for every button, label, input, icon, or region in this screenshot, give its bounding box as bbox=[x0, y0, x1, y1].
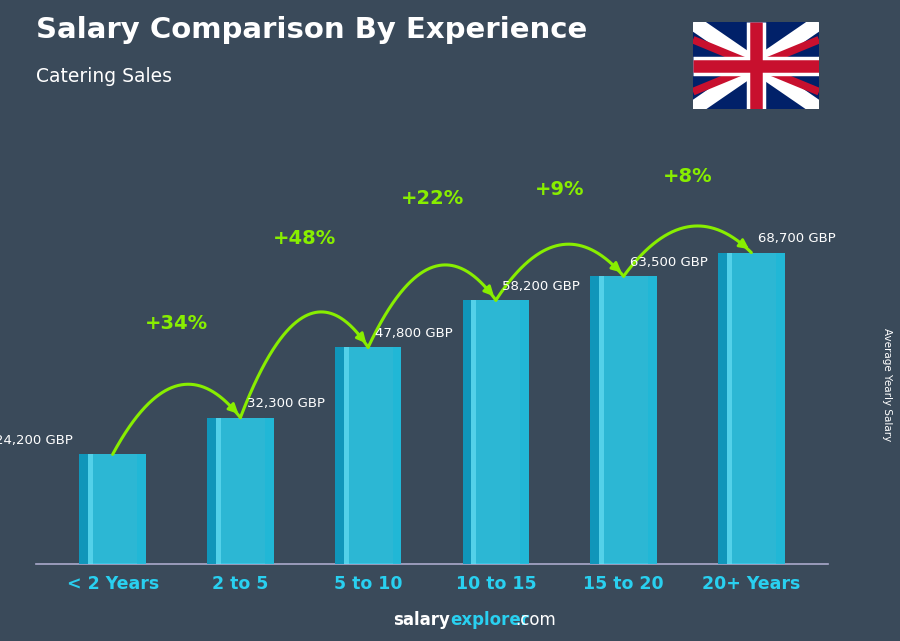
Text: +9%: +9% bbox=[535, 180, 584, 199]
Text: 68,700 GBP: 68,700 GBP bbox=[758, 232, 835, 245]
Bar bbox=[335, 347, 401, 564]
Bar bbox=[344, 347, 348, 564]
Text: Average Yearly Salary: Average Yearly Salary bbox=[881, 328, 892, 441]
Bar bbox=[718, 253, 727, 564]
Bar bbox=[216, 418, 221, 564]
Text: salary: salary bbox=[393, 611, 450, 629]
Text: explorer: explorer bbox=[450, 611, 529, 629]
Text: 58,200 GBP: 58,200 GBP bbox=[502, 279, 580, 293]
Text: 47,800 GBP: 47,800 GBP bbox=[374, 327, 453, 340]
Bar bbox=[472, 300, 476, 564]
Bar bbox=[463, 300, 472, 564]
Bar bbox=[599, 276, 604, 564]
Bar bbox=[590, 276, 657, 564]
Text: 32,300 GBP: 32,300 GBP bbox=[247, 397, 325, 410]
Text: 63,500 GBP: 63,500 GBP bbox=[630, 256, 708, 269]
Text: +8%: +8% bbox=[662, 167, 712, 187]
Bar bbox=[590, 276, 599, 564]
Bar bbox=[718, 253, 785, 564]
Text: 24,200 GBP: 24,200 GBP bbox=[0, 434, 73, 447]
Text: +22%: +22% bbox=[400, 189, 464, 208]
Bar bbox=[79, 454, 88, 564]
Text: .com: .com bbox=[515, 611, 555, 629]
Text: +34%: +34% bbox=[145, 314, 208, 333]
Bar bbox=[335, 347, 344, 564]
Text: Catering Sales: Catering Sales bbox=[36, 67, 172, 87]
Bar bbox=[648, 276, 657, 564]
Bar bbox=[776, 253, 785, 564]
Bar bbox=[207, 418, 216, 564]
Bar bbox=[463, 300, 529, 564]
Bar bbox=[79, 454, 146, 564]
Text: Salary Comparison By Experience: Salary Comparison By Experience bbox=[36, 16, 587, 44]
Bar bbox=[137, 454, 146, 564]
Bar bbox=[88, 454, 94, 564]
Text: +48%: +48% bbox=[273, 229, 336, 247]
Bar bbox=[520, 300, 529, 564]
Bar bbox=[207, 418, 274, 564]
Bar bbox=[727, 253, 732, 564]
Bar bbox=[392, 347, 401, 564]
Bar bbox=[265, 418, 274, 564]
